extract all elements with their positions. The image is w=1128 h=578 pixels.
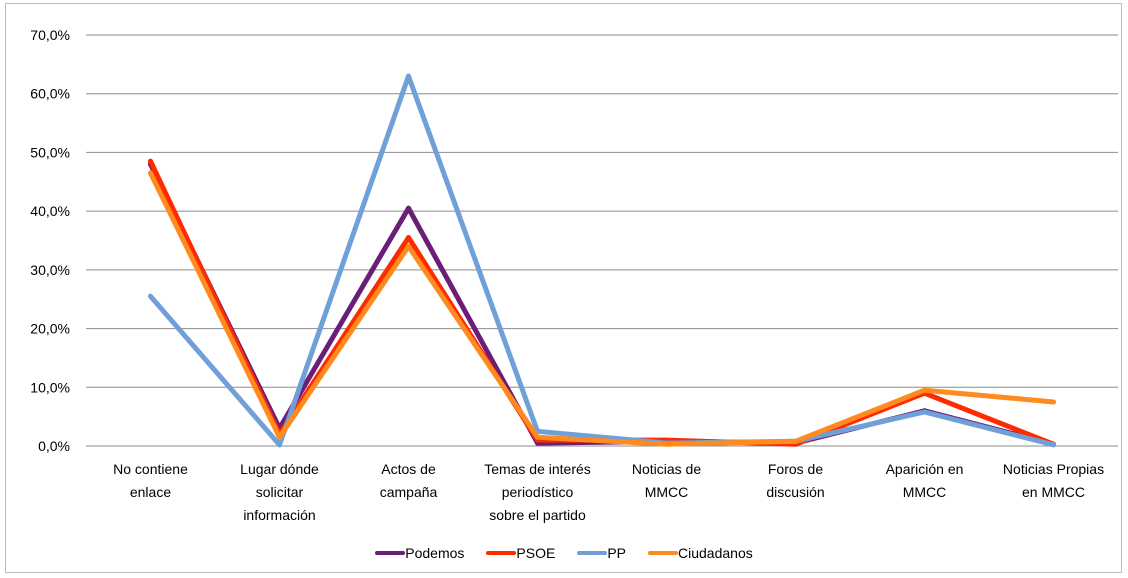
data-point-podemos — [406, 205, 411, 211]
x-tick-label-line: en MMCC — [1022, 484, 1085, 500]
x-tick-label: Temas de interés periodístico sobre el par… — [484, 461, 591, 523]
x-tick-label: Aparición en MMCC — [886, 461, 964, 500]
chart-frame — [5, 3, 1122, 573]
x-tick-label-line: Foros de — [768, 461, 823, 477]
legend-label: Podemos — [405, 545, 465, 561]
data-point-pp — [922, 409, 927, 415]
legend: Podemos PSOE PP Ciudadanos — [0, 545, 1128, 561]
legend-label: PSOE — [516, 545, 556, 561]
x-tick-label-line: Noticias Propias — [1003, 461, 1104, 477]
data-point-ciudadanos — [793, 438, 798, 444]
y-tick-label: 30,0% — [30, 262, 70, 278]
data-point-ciudadanos — [148, 170, 153, 176]
y-axis-tick-labels: 0,0% 10,0% 20,0% 30,0% 40,0% 50,0% 60,0% 70,0% — [30, 27, 70, 454]
legend-swatch — [486, 551, 517, 555]
data-point-ciudadanos — [664, 441, 669, 447]
x-tick-label: Noticias Propias en MMCC — [1003, 461, 1104, 500]
x-tick-label-line: MMCC — [903, 484, 947, 500]
data-point-pp — [277, 442, 282, 448]
x-tick-label: Noticias de MMCC — [632, 461, 701, 500]
gridlines — [86, 34, 1118, 447]
series-line-ciudadanos — [148, 170, 1056, 447]
x-axis-tick-labels: No contiene enlace Lugar dónde solicitar inf… — [113, 461, 1104, 523]
data-point-ciudadanos — [277, 434, 282, 440]
x-tick-label: Actos de campaña — [380, 461, 438, 500]
data-point-ciudadanos — [535, 434, 540, 440]
x-tick-label-line: MMCC — [645, 484, 689, 500]
series-lines — [148, 73, 1056, 448]
x-tick-label-line: periodístico — [502, 484, 574, 500]
y-tick-label: 10,0% — [30, 379, 70, 395]
x-tick-label-line: discusión — [766, 484, 824, 500]
data-point-ciudadanos — [1051, 399, 1056, 405]
y-tick-label: 70,0% — [30, 27, 70, 43]
legend-label: Ciudadanos — [678, 545, 753, 561]
x-tick-label-line: solicitar — [256, 484, 304, 500]
data-point-pp — [148, 293, 153, 299]
x-tick-label-line: enlace — [130, 484, 171, 500]
data-point-pp — [406, 73, 411, 79]
data-point-pp — [1051, 442, 1056, 448]
x-tick-label: Lugar dónde solicitar información — [240, 461, 319, 523]
legend-item-podemos: Podemos — [375, 545, 464, 561]
y-tick-label: 40,0% — [30, 203, 70, 219]
x-tick-label-line: Aparición en — [886, 461, 964, 477]
series-line-psoe — [148, 158, 1056, 447]
x-tick-label-line: Noticias de — [632, 461, 701, 477]
x-tick-label-line: Temas de interés — [484, 461, 591, 477]
x-tick-label-line: información — [243, 507, 315, 523]
x-tick-label: No contiene enlace — [113, 461, 188, 500]
legend-swatch — [577, 551, 608, 555]
data-point-psoe — [148, 158, 153, 164]
x-tick-label-line: sobre el partido — [489, 507, 586, 523]
x-tick-label-line: Actos de — [381, 461, 436, 477]
legend-label: PP — [607, 545, 626, 561]
data-point-psoe — [406, 235, 411, 241]
x-tick-label: Foros de discusión — [766, 461, 824, 500]
legend-item-pp: PP — [577, 545, 626, 561]
x-tick-label-line: No contiene — [113, 461, 188, 477]
data-point-ciudadanos — [406, 243, 411, 249]
legend-item-psoe: PSOE — [486, 545, 555, 561]
x-tick-label-line: Lugar dónde — [240, 461, 319, 477]
y-tick-label: 20,0% — [30, 321, 70, 337]
legend-item-ciudadanos: Ciudadanos — [648, 545, 753, 561]
legend-swatch — [375, 551, 406, 555]
legend-swatch — [648, 551, 678, 555]
y-tick-label: 60,0% — [30, 86, 70, 102]
x-tick-label-line: campaña — [380, 484, 438, 500]
series-line-podemos — [148, 161, 1056, 447]
y-tick-label: 50,0% — [30, 144, 70, 160]
y-tick-label: 0,0% — [38, 438, 70, 454]
series-line-pp — [148, 73, 1056, 448]
data-point-ciudadanos — [922, 387, 927, 393]
